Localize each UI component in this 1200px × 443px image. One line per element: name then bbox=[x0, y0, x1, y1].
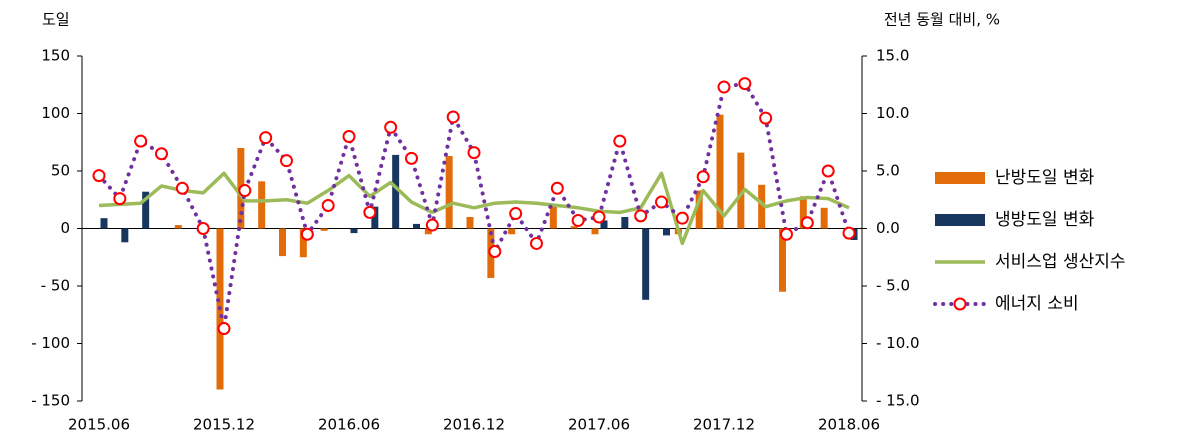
bar bbox=[320, 228, 328, 231]
x-tick-label: 2017.06 bbox=[568, 416, 630, 434]
point-marker bbox=[384, 120, 398, 134]
bar bbox=[799, 196, 807, 229]
point-marker bbox=[717, 80, 731, 94]
bar bbox=[445, 156, 453, 229]
legend-swatch bbox=[935, 214, 985, 226]
point-marker bbox=[405, 151, 418, 165]
legend-label: 에너지 소비 bbox=[995, 294, 1079, 314]
y2-tick-label: - 15.0 bbox=[876, 392, 920, 410]
bar bbox=[142, 191, 150, 229]
bar bbox=[258, 181, 266, 229]
point-marker bbox=[363, 205, 377, 219]
point-marker bbox=[800, 216, 814, 230]
bar bbox=[716, 114, 724, 229]
point-marker bbox=[592, 210, 606, 224]
bar bbox=[413, 223, 420, 229]
point-marker bbox=[92, 169, 106, 183]
legend-swatch bbox=[935, 172, 985, 184]
point-marker bbox=[467, 146, 481, 160]
bar bbox=[121, 228, 129, 243]
point-marker bbox=[842, 226, 856, 240]
point-marker bbox=[613, 134, 627, 148]
legend-marker bbox=[953, 297, 967, 311]
y-axis-label: 도일 bbox=[42, 11, 70, 29]
y2-tick-label: - 5.0 bbox=[876, 277, 910, 295]
bar bbox=[663, 228, 670, 236]
x-tick-label: 2015.12 bbox=[193, 416, 255, 434]
point-marker bbox=[634, 209, 648, 223]
point-marker bbox=[175, 181, 189, 195]
legend-label: 난방도일 변화 bbox=[995, 168, 1095, 188]
bar bbox=[758, 184, 766, 229]
y-tick-label: 150 bbox=[41, 47, 70, 65]
x-tick-label: 2017.12 bbox=[693, 416, 755, 434]
point-marker bbox=[259, 131, 273, 145]
y2-tick-label: 5.0 bbox=[876, 162, 900, 180]
bar bbox=[466, 217, 474, 229]
point-marker bbox=[238, 184, 252, 198]
y2-tick-label: 15.0 bbox=[876, 47, 909, 65]
bar bbox=[779, 228, 786, 292]
point-marker bbox=[696, 170, 710, 184]
point-marker bbox=[571, 213, 585, 227]
bar bbox=[600, 220, 608, 229]
bar bbox=[737, 152, 745, 229]
bar bbox=[695, 190, 703, 229]
bar bbox=[424, 228, 432, 235]
y-tick-label: - 150 bbox=[31, 392, 70, 410]
point-marker bbox=[321, 199, 335, 212]
point-marker bbox=[509, 207, 523, 221]
bar bbox=[371, 206, 379, 229]
y-tick-label: 50 bbox=[51, 162, 70, 180]
bar bbox=[570, 226, 578, 229]
y2-tick-label: 10.0 bbox=[876, 104, 909, 122]
x-tick-label: 2015.06 bbox=[68, 416, 130, 434]
bar bbox=[508, 228, 516, 235]
point-marker bbox=[300, 227, 314, 241]
point-marker bbox=[780, 227, 793, 241]
point-marker bbox=[342, 130, 356, 143]
point-marker bbox=[530, 236, 543, 250]
x-tick-label: 2016.12 bbox=[443, 416, 505, 434]
legend-label: 냉방도일 변화 bbox=[995, 210, 1095, 230]
point-marker bbox=[738, 77, 752, 91]
bar bbox=[279, 228, 286, 257]
point-marker bbox=[675, 211, 689, 225]
point-marker bbox=[821, 164, 835, 178]
bar bbox=[591, 228, 599, 235]
y-tick-label: - 50 bbox=[41, 277, 70, 295]
y2-tick-label: 0.0 bbox=[876, 219, 900, 237]
point-marker bbox=[488, 245, 502, 258]
y2-tick-label: - 10.0 bbox=[876, 334, 920, 352]
x-tick-label: 2016.06 bbox=[318, 416, 380, 434]
point-marker bbox=[759, 111, 773, 125]
point-marker bbox=[446, 110, 460, 124]
point-marker bbox=[280, 154, 293, 168]
point-marker bbox=[155, 147, 168, 161]
bar bbox=[174, 225, 182, 229]
point-marker bbox=[550, 181, 564, 195]
y-tick-label: 0 bbox=[60, 219, 70, 237]
bar bbox=[350, 228, 358, 234]
point-marker bbox=[655, 195, 668, 209]
bar bbox=[621, 217, 629, 229]
point-marker bbox=[134, 134, 148, 148]
line-series bbox=[98, 171, 850, 246]
bar bbox=[392, 154, 400, 229]
legend-label: 서비스업 생산지수 bbox=[995, 252, 1126, 272]
bar bbox=[299, 228, 307, 258]
bar bbox=[820, 207, 828, 229]
point-marker bbox=[196, 222, 210, 235]
y2-axis-label: 전년 동월 대비, % bbox=[884, 11, 1000, 29]
x-tick-label: 2018.06 bbox=[818, 416, 880, 434]
y-tick-label: - 100 bbox=[31, 334, 70, 352]
point-marker bbox=[425, 218, 439, 232]
bar bbox=[100, 218, 108, 229]
bar bbox=[549, 205, 557, 229]
y-tick-label: 100 bbox=[41, 104, 70, 122]
point-marker bbox=[113, 192, 127, 206]
point-marker bbox=[217, 322, 231, 336]
bar bbox=[642, 228, 650, 300]
